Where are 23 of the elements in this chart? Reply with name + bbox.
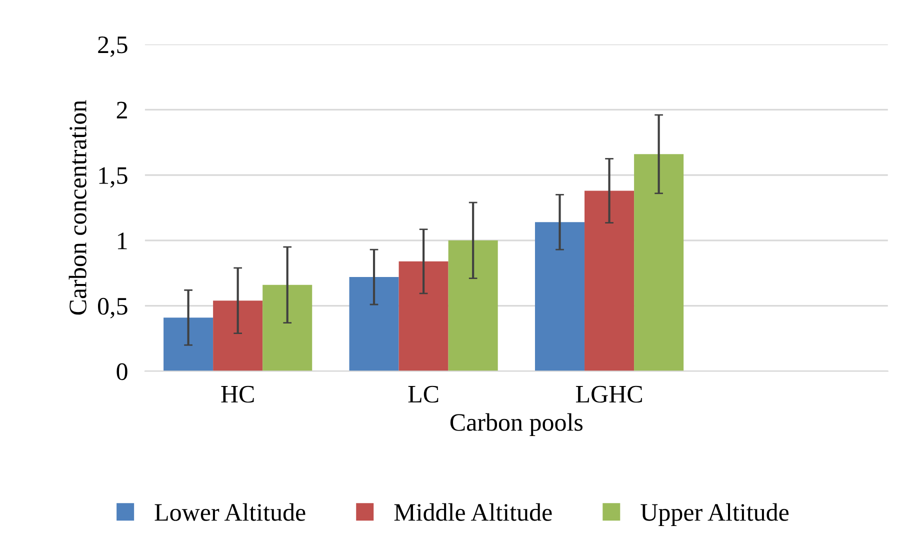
y-tick-label: 1 <box>118 232 127 250</box>
legend-label: Upper Altitude <box>640 503 789 526</box>
bar <box>349 277 399 372</box>
x-tick-label: LGHC <box>576 386 642 403</box>
legend-label: Middle Altitude <box>394 503 552 521</box>
bar <box>262 284 312 372</box>
y-tick-label: 0,5 <box>98 298 128 318</box>
y-tick-label: 2 <box>116 102 127 118</box>
bar <box>398 261 448 372</box>
y-tick-label: 0 <box>116 363 128 380</box>
bar <box>584 190 634 372</box>
y-axis-title: Carbon concentration <box>68 100 86 315</box>
bar <box>534 222 585 372</box>
x-tick-label: HC <box>221 386 254 403</box>
bar <box>448 240 498 372</box>
bar <box>164 318 214 372</box>
x-axis-title: Carbon pools <box>450 413 583 436</box>
legend-label: Lower Altitude <box>154 503 306 521</box>
x-tick-label: LC <box>408 386 438 403</box>
bar <box>634 154 684 372</box>
y-tick-label: 1,5 <box>99 167 128 188</box>
bar <box>213 300 263 372</box>
y-tick-label: 2,5 <box>98 36 128 57</box>
